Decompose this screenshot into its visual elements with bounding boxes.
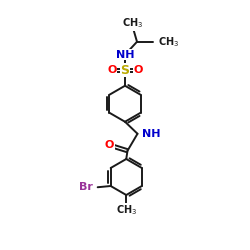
Text: O: O — [105, 140, 114, 150]
Text: O: O — [107, 65, 117, 75]
Text: O: O — [133, 65, 143, 75]
Text: NH: NH — [116, 50, 134, 60]
Text: CH$_3$: CH$_3$ — [122, 16, 143, 30]
Text: Br: Br — [79, 182, 93, 192]
Text: CH$_3$: CH$_3$ — [116, 204, 137, 218]
Text: S: S — [120, 64, 130, 77]
Text: CH$_3$: CH$_3$ — [158, 35, 179, 49]
Text: NH: NH — [142, 129, 161, 139]
